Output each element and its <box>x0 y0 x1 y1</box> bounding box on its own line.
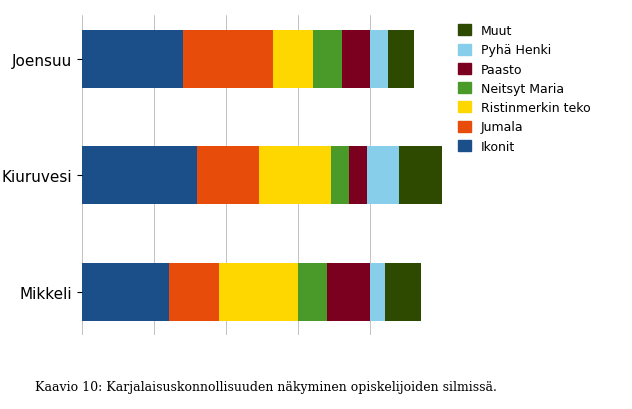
Bar <box>341 31 370 89</box>
Bar <box>399 147 442 205</box>
Bar <box>82 263 169 321</box>
Bar <box>313 31 341 89</box>
Bar <box>349 147 367 205</box>
Bar <box>82 147 197 205</box>
Bar <box>388 31 413 89</box>
Bar <box>219 263 298 321</box>
Legend: Muut, Pyhä Henki, Paasto, Neitsyt Maria, Ristinmerkin teko, Jumala, Ikonit: Muut, Pyhä Henki, Paasto, Neitsyt Maria,… <box>456 22 593 156</box>
Bar <box>327 263 370 321</box>
Bar <box>370 263 385 321</box>
Bar <box>169 263 219 321</box>
Bar <box>197 147 258 205</box>
Bar <box>370 31 388 89</box>
Bar <box>82 31 183 89</box>
Bar <box>367 147 399 205</box>
Bar <box>298 263 327 321</box>
Text: Kaavio 10: Karjalaisuskonnollisuuden näkyminen opiskelijoiden silmissä.: Kaavio 10: Karjalaisuskonnollisuuden näk… <box>35 380 496 393</box>
Bar <box>385 263 421 321</box>
Bar <box>331 147 349 205</box>
Bar <box>183 31 273 89</box>
Bar <box>273 31 313 89</box>
Bar <box>258 147 331 205</box>
